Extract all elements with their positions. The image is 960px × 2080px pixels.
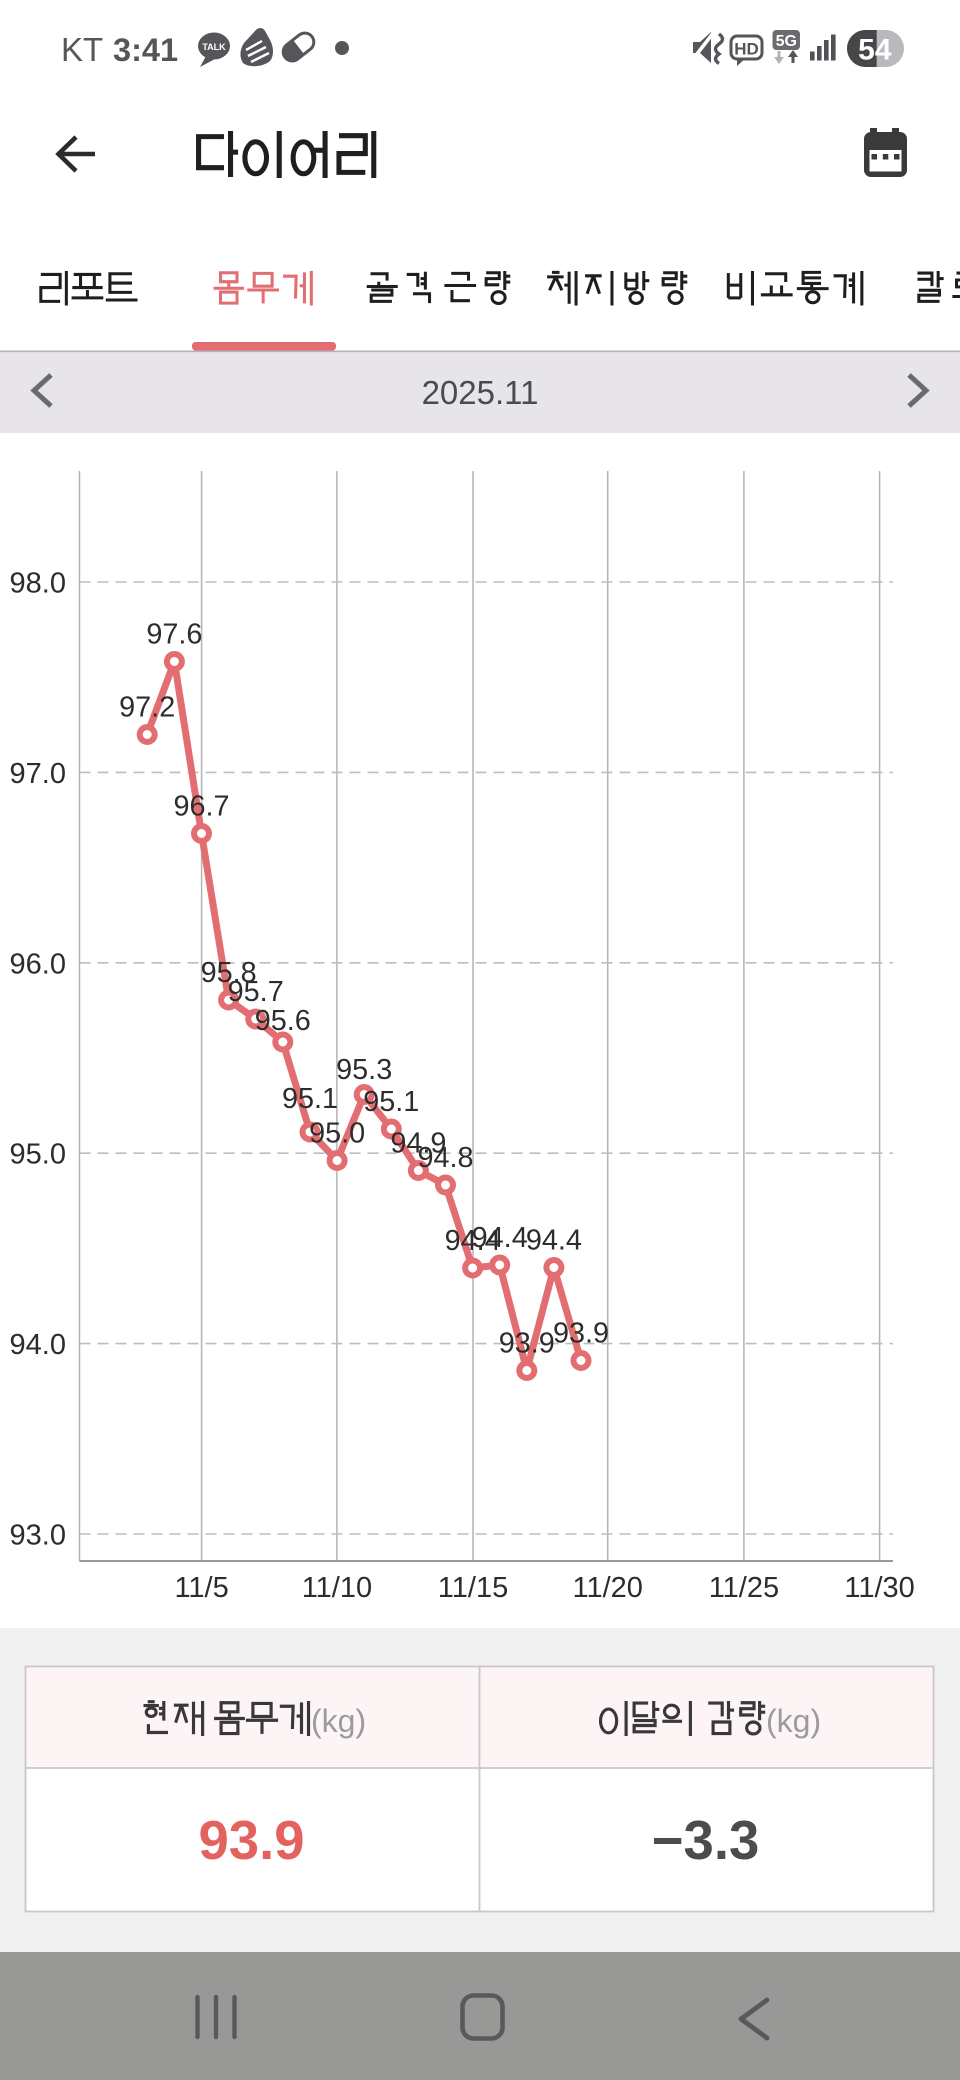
svg-text:97.6: 97.6 bbox=[146, 619, 202, 651]
svg-text:95.0: 95.0 bbox=[309, 1118, 365, 1150]
svg-text:94.8: 94.8 bbox=[417, 1142, 473, 1174]
svg-text:(kg): (kg) bbox=[311, 1703, 366, 1739]
svg-text:11/30: 11/30 bbox=[844, 1572, 914, 1604]
svg-text:11/15: 11/15 bbox=[438, 1572, 508, 1604]
svg-text:5G: 5G bbox=[776, 33, 797, 50]
svg-text:2025.11: 2025.11 bbox=[422, 374, 539, 411]
svg-text:95.3: 95.3 bbox=[336, 1054, 392, 1086]
svg-text:11/5: 11/5 bbox=[174, 1572, 228, 1604]
svg-text:96.7: 96.7 bbox=[173, 791, 229, 823]
svg-text:95.6: 95.6 bbox=[255, 1005, 311, 1037]
svg-text:HD: HD bbox=[734, 40, 759, 59]
svg-text:94.0: 94.0 bbox=[10, 1329, 66, 1361]
svg-text:98.0: 98.0 bbox=[10, 568, 66, 600]
svg-text:97.2: 97.2 bbox=[119, 692, 175, 724]
svg-text:94.9: 94.9 bbox=[390, 1128, 446, 1160]
svg-text:3:41: 3:41 bbox=[113, 32, 178, 68]
svg-text:11/20: 11/20 bbox=[572, 1572, 642, 1604]
svg-text:94.4: 94.4 bbox=[526, 1225, 582, 1257]
svg-text:95.7: 95.7 bbox=[228, 976, 284, 1008]
svg-text:(kg): (kg) bbox=[766, 1703, 821, 1739]
svg-text:96.0: 96.0 bbox=[10, 948, 66, 980]
svg-text:93.9: 93.9 bbox=[198, 1810, 304, 1871]
svg-text:95.8: 95.8 bbox=[201, 957, 257, 989]
svg-text:11/10: 11/10 bbox=[302, 1572, 372, 1604]
svg-text:TALK: TALK bbox=[202, 42, 226, 52]
svg-text:54: 54 bbox=[858, 34, 892, 67]
svg-text:93.9: 93.9 bbox=[553, 1318, 609, 1350]
svg-text:95.1: 95.1 bbox=[363, 1086, 419, 1118]
svg-text:97.0: 97.0 bbox=[10, 758, 66, 790]
svg-text:93.9: 93.9 bbox=[499, 1328, 555, 1360]
svg-text:KT: KT bbox=[61, 31, 103, 68]
svg-text:11/25: 11/25 bbox=[709, 1572, 779, 1604]
svg-text:95.1: 95.1 bbox=[282, 1083, 338, 1115]
svg-text:94.4: 94.4 bbox=[472, 1222, 528, 1254]
svg-text:93.0: 93.0 bbox=[10, 1520, 66, 1552]
svg-text:95.0: 95.0 bbox=[10, 1139, 66, 1171]
svg-text:94.4: 94.4 bbox=[445, 1225, 501, 1257]
svg-text:−3.3: −3.3 bbox=[652, 1810, 760, 1871]
